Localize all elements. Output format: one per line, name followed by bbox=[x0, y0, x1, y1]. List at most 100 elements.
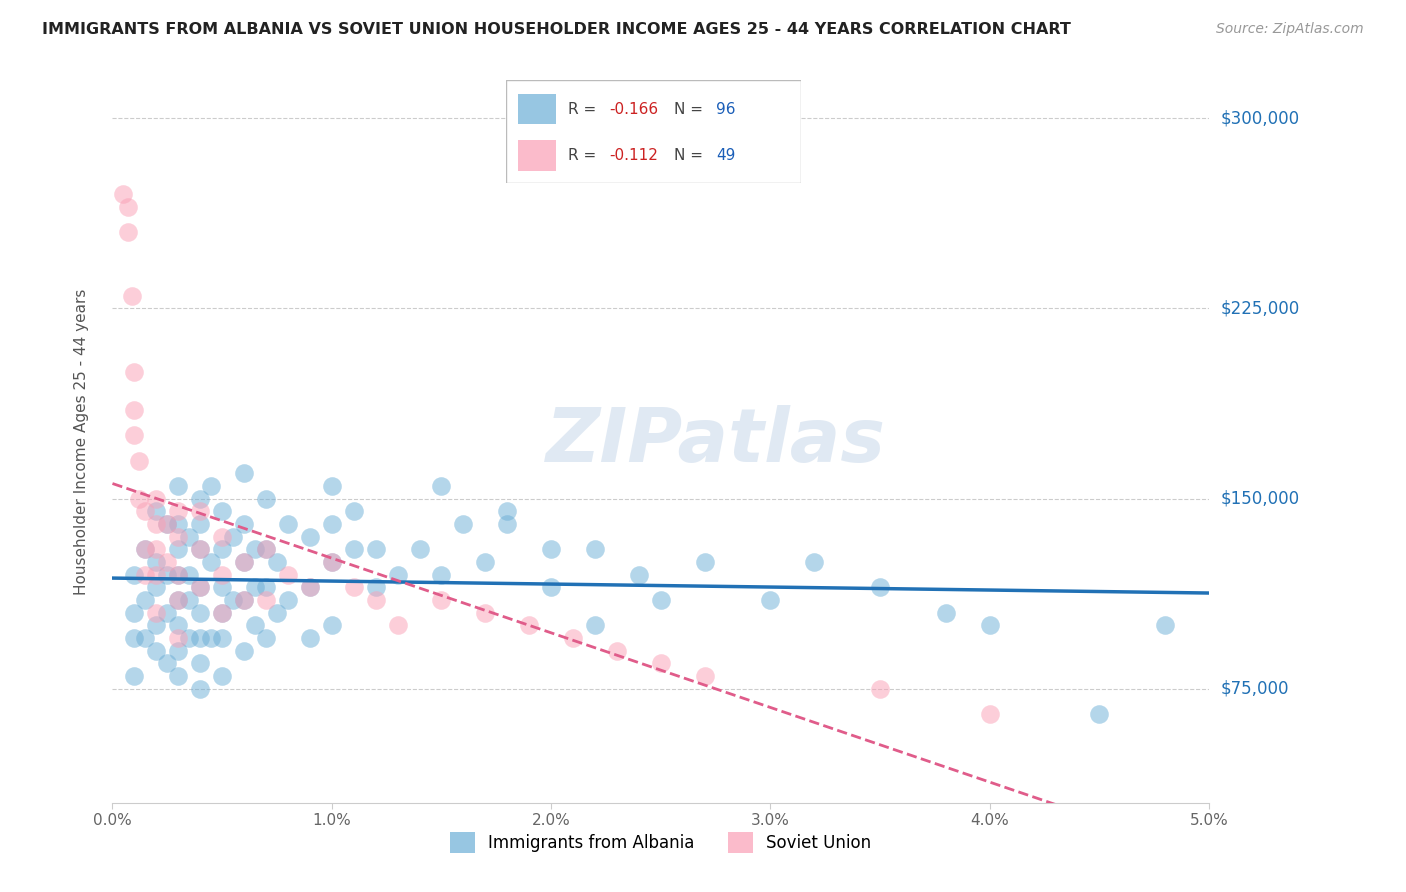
Point bbox=[156, 516, 179, 531]
Point bbox=[167, 593, 190, 607]
Text: $225,000: $225,000 bbox=[1220, 300, 1299, 318]
Point bbox=[430, 567, 453, 582]
Point bbox=[211, 567, 233, 582]
Point bbox=[124, 669, 146, 683]
Point bbox=[188, 631, 211, 645]
Point bbox=[145, 542, 167, 557]
Text: 49: 49 bbox=[716, 148, 735, 162]
Point bbox=[188, 516, 211, 531]
Point bbox=[145, 580, 167, 594]
Point bbox=[540, 580, 562, 594]
Point bbox=[364, 580, 387, 594]
Point bbox=[134, 631, 156, 645]
Point bbox=[387, 567, 409, 582]
Point bbox=[145, 504, 167, 518]
Point bbox=[200, 479, 222, 493]
Point bbox=[233, 593, 256, 607]
Point bbox=[453, 516, 475, 531]
Point bbox=[1088, 707, 1111, 722]
Point bbox=[254, 593, 277, 607]
Point bbox=[364, 542, 387, 557]
Point bbox=[803, 555, 825, 569]
Point bbox=[321, 555, 343, 569]
Point bbox=[156, 516, 179, 531]
Point bbox=[496, 516, 519, 531]
Text: -0.166: -0.166 bbox=[610, 102, 658, 117]
Point bbox=[343, 580, 366, 594]
Point bbox=[979, 618, 1001, 632]
Point bbox=[233, 467, 256, 481]
Point bbox=[474, 606, 496, 620]
Point bbox=[167, 643, 190, 657]
Point bbox=[650, 593, 672, 607]
Point bbox=[188, 606, 211, 620]
Point bbox=[266, 606, 288, 620]
Legend: Immigrants from Albania, Soviet Union: Immigrants from Albania, Soviet Union bbox=[443, 826, 879, 860]
Point bbox=[145, 491, 167, 506]
Point bbox=[650, 657, 672, 671]
Point bbox=[321, 555, 343, 569]
Point bbox=[167, 516, 190, 531]
Point bbox=[222, 593, 245, 607]
Point bbox=[167, 669, 190, 683]
Y-axis label: Householder Income Ages 25 - 44 years: Householder Income Ages 25 - 44 years bbox=[75, 288, 89, 595]
Point bbox=[517, 618, 540, 632]
Point bbox=[693, 555, 716, 569]
Point bbox=[540, 542, 562, 557]
Point bbox=[124, 606, 146, 620]
Point bbox=[583, 618, 606, 632]
Point bbox=[298, 631, 321, 645]
Point bbox=[145, 618, 167, 632]
Point bbox=[200, 631, 222, 645]
Point bbox=[298, 580, 321, 594]
Point bbox=[298, 530, 321, 544]
Point bbox=[254, 631, 277, 645]
Point bbox=[134, 542, 156, 557]
Point bbox=[124, 402, 146, 417]
Point bbox=[145, 606, 167, 620]
Point bbox=[1154, 618, 1177, 632]
Text: R =: R = bbox=[568, 102, 602, 117]
Point bbox=[759, 593, 782, 607]
Text: -0.112: -0.112 bbox=[610, 148, 658, 162]
Point bbox=[179, 593, 201, 607]
Point bbox=[254, 491, 277, 506]
Point bbox=[935, 606, 957, 620]
Text: N =: N = bbox=[675, 148, 709, 162]
Point bbox=[179, 530, 201, 544]
Text: ZIPatlas: ZIPatlas bbox=[546, 405, 886, 478]
Point bbox=[430, 479, 453, 493]
Point bbox=[277, 593, 299, 607]
Text: R =: R = bbox=[568, 148, 602, 162]
Point bbox=[200, 555, 222, 569]
Point bbox=[188, 580, 211, 594]
Point bbox=[128, 491, 150, 506]
Point bbox=[233, 516, 256, 531]
Point bbox=[869, 681, 891, 696]
Point bbox=[211, 606, 233, 620]
Point bbox=[124, 428, 146, 442]
Point bbox=[188, 657, 211, 671]
Point bbox=[266, 555, 288, 569]
Point bbox=[364, 593, 387, 607]
Point bbox=[167, 530, 190, 544]
Point bbox=[693, 669, 716, 683]
Point bbox=[562, 631, 585, 645]
Point bbox=[298, 580, 321, 594]
Text: $75,000: $75,000 bbox=[1220, 680, 1289, 698]
Point bbox=[254, 542, 277, 557]
Point bbox=[321, 479, 343, 493]
Point bbox=[277, 567, 299, 582]
Point bbox=[167, 567, 190, 582]
Text: $150,000: $150,000 bbox=[1220, 490, 1299, 508]
Point bbox=[277, 516, 299, 531]
Point bbox=[117, 226, 139, 240]
Point bbox=[387, 618, 409, 632]
Point bbox=[211, 580, 233, 594]
Point bbox=[627, 567, 650, 582]
Point bbox=[222, 530, 245, 544]
Point bbox=[188, 542, 211, 557]
Point bbox=[145, 516, 167, 531]
Point bbox=[583, 542, 606, 557]
Point bbox=[124, 567, 146, 582]
